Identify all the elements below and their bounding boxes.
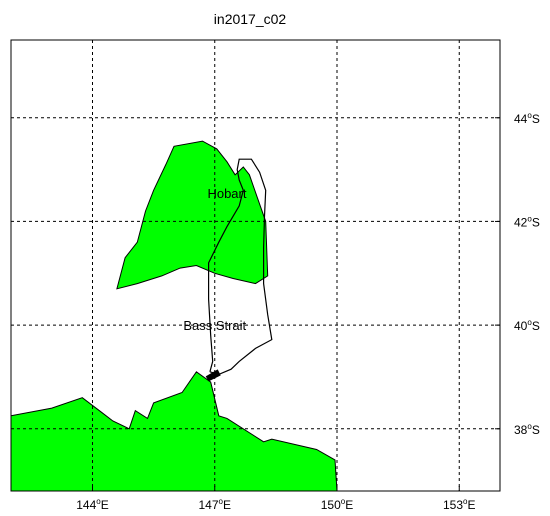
x-axis-ticks: 144oE 147oE 150oE 153oE — [76, 486, 476, 512]
y-tick-label: 38oS — [514, 422, 540, 437]
x-tick-label: 144oE — [76, 497, 109, 512]
ship-track — [208, 158, 273, 376]
y-tick-label: 40oS — [514, 318, 540, 333]
x-tick-label: 153oE — [443, 497, 476, 512]
x-tick-label: 147oE — [199, 497, 232, 512]
y-tick-label: 44oS — [514, 111, 540, 126]
plot-area: Bass Strait Hobart — [10, 39, 501, 492]
bass-strait-label: Bass Strait — [183, 318, 246, 333]
plot-frame — [10, 39, 501, 492]
tasmania — [116, 140, 269, 290]
y-tick-label: 42oS — [514, 214, 540, 229]
x-tick-label: 150oE — [321, 497, 354, 512]
place-labels: Bass Strait Hobart — [183, 186, 247, 333]
track-layer — [205, 158, 273, 382]
hobart-label: Hobart — [207, 186, 246, 201]
track-start-marker — [205, 369, 221, 382]
y-axis-ticks: 38oS 40oS 42oS 44oS — [495, 111, 540, 437]
map-title: in2017_c02 — [214, 11, 287, 27]
